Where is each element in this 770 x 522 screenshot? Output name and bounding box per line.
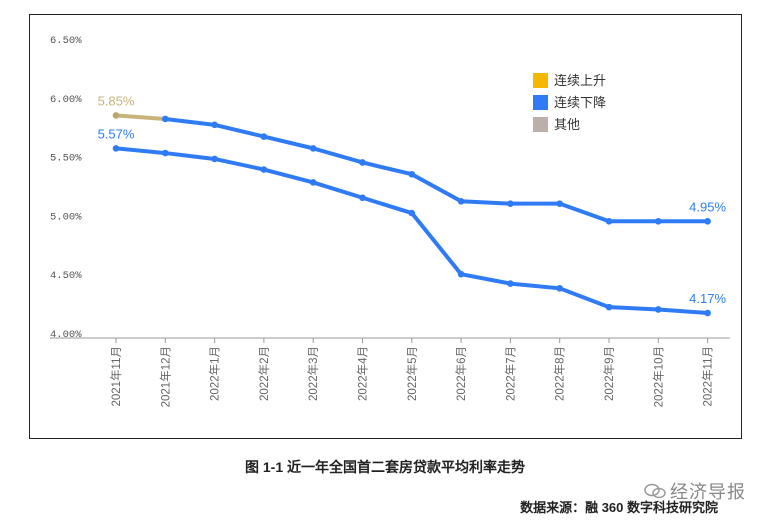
series-line-segment xyxy=(212,156,266,172)
x-tick-label: 2021年11月 xyxy=(109,346,123,407)
wechat-icon xyxy=(644,483,666,499)
data-point xyxy=(655,306,662,313)
data-label: 5.57% xyxy=(98,126,135,141)
chart-frame: 6.50% 6.00% 5.50% 5.00% 4.50% 4.00% 2021年11月 20… xyxy=(29,14,742,439)
data-point xyxy=(704,309,711,317)
x-tick-label: 2022年1月 xyxy=(208,346,222,401)
data-label: 4.17% xyxy=(689,291,726,306)
data-point xyxy=(260,133,268,140)
data-point xyxy=(359,159,366,166)
legend-label: 连续上升 xyxy=(554,73,606,89)
legend-swatch xyxy=(533,95,548,110)
data-point xyxy=(408,170,416,178)
data-point xyxy=(211,121,218,129)
data-point xyxy=(309,179,317,186)
data-point xyxy=(359,194,366,202)
x-tick-label: 2022年8月 xyxy=(553,346,567,401)
y-tick-label: 4.50% xyxy=(50,270,82,282)
legend-swatch xyxy=(533,117,548,132)
legend-label: 连续下降 xyxy=(554,95,606,111)
series-line-segment xyxy=(311,180,365,200)
data-point xyxy=(408,209,416,217)
series-line-segment xyxy=(508,281,562,291)
x-tick-label: 2021年12月 xyxy=(158,346,172,407)
series-line-segment xyxy=(163,151,217,161)
watermark-text: 经济导报 xyxy=(670,482,746,502)
series-line-segment xyxy=(656,307,710,316)
series-line-segment xyxy=(557,201,611,224)
data-point xyxy=(507,200,514,207)
data-point xyxy=(605,303,613,311)
data-point xyxy=(162,149,169,157)
data-point xyxy=(211,155,218,163)
series-line-segment xyxy=(114,113,168,121)
data-source: 数据来源：融 360 数字科技研究院 xyxy=(520,500,718,515)
data-label: 4.95% xyxy=(689,199,726,214)
data-point xyxy=(556,285,563,292)
data-point xyxy=(260,166,268,173)
data-point xyxy=(556,200,563,207)
x-tick-label: 2022年11月 xyxy=(701,346,715,407)
data-point xyxy=(507,280,514,287)
series-line-segment xyxy=(557,286,611,310)
data-point xyxy=(605,217,613,225)
legend-label: 其他 xyxy=(554,118,580,133)
series-line-segment xyxy=(459,199,513,206)
x-tick-label: 2022年2月 xyxy=(257,346,271,401)
data-point xyxy=(655,217,662,225)
series-line-segment xyxy=(163,116,217,127)
series-line-segment xyxy=(212,122,266,139)
x-tick-label: 2022年3月 xyxy=(306,346,320,401)
x-tick-label: 2022年7月 xyxy=(503,346,517,401)
x-tick-label: 2022年10月 xyxy=(651,346,665,407)
data-label: 5.85% xyxy=(98,93,135,108)
series-line-segment xyxy=(261,134,316,151)
figure-caption: 图 1-1 近一年全国首二套房贷款平均利率走势 xyxy=(244,459,525,475)
data-point xyxy=(112,145,120,152)
y-tick-label: 4.00% xyxy=(50,329,82,341)
x-tick-label: 2022年4月 xyxy=(356,346,370,401)
series-line-segment xyxy=(360,195,414,216)
series-line-segment xyxy=(459,272,513,286)
x-tick-label: 2022年9月 xyxy=(602,346,616,401)
data-point xyxy=(457,270,465,278)
data-point xyxy=(457,197,465,205)
legend-swatch xyxy=(533,73,548,88)
series-line-segment xyxy=(607,305,661,312)
x-tick-label: 2022年5月 xyxy=(405,346,419,401)
data-point xyxy=(309,145,317,152)
y-tick-label: 6.50% xyxy=(50,35,82,47)
x-tick-label: 2022年6月 xyxy=(454,346,468,401)
series-line-segment xyxy=(261,167,316,185)
series-line-segment xyxy=(360,160,414,177)
y-tick-label: 5.50% xyxy=(50,153,82,165)
y-tick-label: 6.00% xyxy=(50,94,82,106)
series-line-segment xyxy=(114,146,168,156)
data-point xyxy=(162,115,169,123)
series-line-segment xyxy=(409,172,464,204)
data-point xyxy=(112,112,120,119)
y-tick-label: 5.00% xyxy=(50,211,82,223)
series-line-segment xyxy=(311,146,365,165)
watermark: 经济导报 xyxy=(644,478,746,504)
data-point xyxy=(704,217,711,225)
chart-svg: 6.50% 6.00% 5.50% 5.00% 4.50% 4.00% 2021年11月 20… xyxy=(50,35,730,407)
series-line-segment xyxy=(409,211,464,277)
